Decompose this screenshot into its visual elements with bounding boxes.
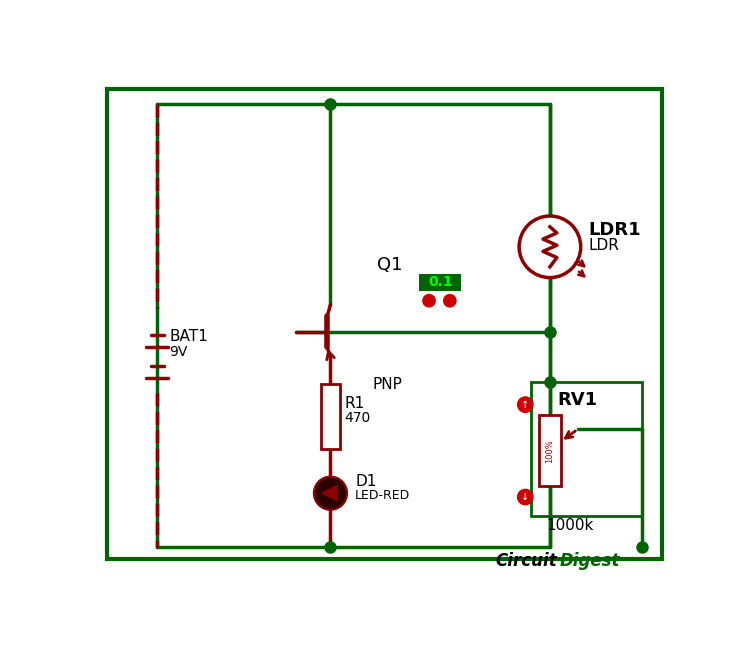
Text: 0.1: 0.1 (428, 275, 452, 289)
Bar (321, 384, 340, 448)
Text: LDR1: LDR1 (589, 221, 641, 239)
Circle shape (314, 476, 347, 510)
Text: PNP: PNP (373, 377, 403, 392)
Text: RV1: RV1 (557, 391, 598, 409)
Text: Digest: Digest (560, 552, 620, 570)
Circle shape (316, 479, 345, 508)
Polygon shape (322, 486, 338, 501)
Text: 9V: 9V (170, 345, 188, 359)
Bar (531, 382, 642, 516)
Text: D1: D1 (355, 473, 376, 488)
Text: 470: 470 (344, 412, 370, 425)
Bar (539, 415, 561, 486)
Text: LDR: LDR (589, 238, 620, 253)
Text: R1: R1 (344, 397, 364, 412)
Circle shape (519, 216, 580, 277)
Text: BAT1: BAT1 (170, 330, 208, 344)
Bar (419, 273, 461, 291)
Text: Circuit: Circuit (496, 552, 557, 570)
Text: ↓: ↓ (521, 492, 530, 502)
Circle shape (444, 295, 456, 307)
Text: ↑: ↑ (521, 400, 530, 410)
Text: LED-RED: LED-RED (355, 490, 410, 502)
Text: Q1: Q1 (376, 256, 402, 274)
Text: 100%: 100% (545, 439, 554, 462)
Circle shape (518, 397, 533, 412)
Circle shape (423, 295, 435, 307)
Circle shape (518, 490, 533, 505)
Text: 1000k: 1000k (546, 518, 593, 533)
